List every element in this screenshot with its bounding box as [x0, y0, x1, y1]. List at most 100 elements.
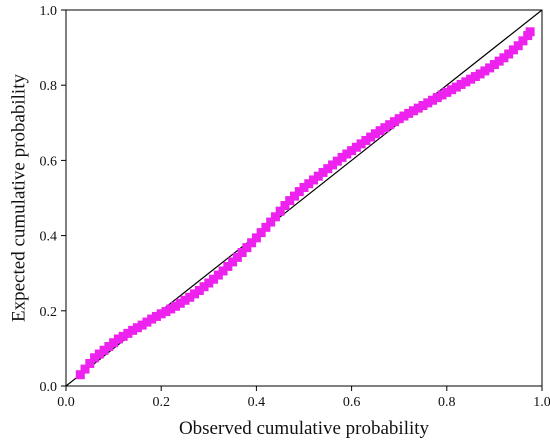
data-point [309, 175, 319, 185]
data-point [447, 85, 457, 95]
y-tick-label: 0.0 [40, 380, 58, 395]
data-point [213, 270, 223, 280]
data-point [394, 114, 404, 124]
data-point [194, 285, 204, 295]
data-point [223, 261, 233, 271]
data-point [175, 298, 185, 308]
data-point [404, 108, 414, 118]
data-point [118, 331, 128, 341]
data-point [99, 345, 109, 355]
data-point [261, 222, 271, 232]
x-tick-label: 0.4 [248, 395, 266, 410]
data-point [90, 353, 100, 363]
data-point [228, 257, 238, 267]
data-point [299, 182, 309, 192]
data-point [256, 228, 266, 238]
data-point [137, 320, 147, 330]
data-point [166, 304, 176, 314]
data-point [361, 135, 371, 145]
data-point [109, 338, 119, 348]
data-point [147, 314, 157, 324]
data-point [104, 342, 114, 352]
data-point [113, 334, 123, 344]
data-point [323, 164, 333, 174]
data-point [313, 171, 323, 181]
data-point [380, 123, 390, 133]
x-axis-ticks: 0.0 0.2 0.4 0.6 0.8 1.0 [57, 386, 550, 410]
x-tick-label: 0.0 [57, 395, 75, 410]
data-point [285, 196, 295, 206]
data-point [437, 90, 447, 100]
data-point [525, 27, 535, 37]
data-point [289, 191, 299, 201]
data-point [237, 248, 247, 258]
data-point [94, 349, 104, 359]
y-axis-ticks: 0.0 0.2 0.4 0.6 0.8 1.0 [40, 4, 66, 395]
data-point [304, 179, 314, 189]
data-point [423, 98, 433, 108]
data-point [247, 238, 257, 248]
x-tick-label: 0.6 [343, 395, 361, 410]
data-point [399, 111, 409, 121]
y-tick-label: 0.8 [40, 79, 58, 94]
x-tick-label: 0.8 [438, 395, 456, 410]
data-point [318, 167, 328, 177]
data-point [347, 146, 357, 156]
data-point [123, 328, 133, 338]
data-point [442, 87, 452, 97]
data-point [513, 41, 523, 51]
data-point [161, 307, 171, 317]
data-point [218, 266, 228, 276]
data-point [475, 69, 485, 79]
data-point [366, 132, 376, 142]
data-point [356, 139, 366, 149]
data-point [418, 101, 428, 111]
data-point [180, 295, 190, 305]
data-point [232, 252, 242, 262]
data-point [342, 149, 352, 159]
data-point [489, 60, 499, 70]
data-point [518, 36, 528, 46]
x-tick-label: 1.0 [533, 395, 550, 410]
data-point [332, 156, 342, 166]
data-point [328, 160, 338, 170]
data-point [190, 289, 200, 299]
data-point [408, 106, 418, 116]
data-point [432, 93, 442, 103]
data-point [480, 66, 490, 76]
data-point [428, 95, 438, 105]
y-tick-label: 0.6 [40, 154, 58, 169]
data-point [266, 217, 276, 227]
data-point [156, 309, 166, 319]
data-point [170, 301, 180, 311]
data-point [75, 370, 85, 380]
data-points [75, 27, 535, 380]
data-point [275, 206, 285, 216]
y-tick-label: 0.4 [40, 230, 58, 245]
x-tick-label: 0.2 [152, 395, 170, 410]
data-point [270, 212, 280, 222]
y-axis-label: Expected cumulative probability [8, 74, 29, 322]
data-point [132, 323, 142, 333]
data-point [375, 126, 385, 136]
data-point [142, 317, 152, 327]
data-point [385, 120, 395, 130]
data-point [199, 282, 209, 292]
data-point [470, 72, 480, 82]
data-point [451, 82, 461, 92]
data-point [351, 142, 361, 152]
x-axis-label: Observed cumulative probability [179, 418, 430, 439]
data-point [209, 274, 219, 284]
data-point [151, 311, 161, 321]
data-point [370, 129, 380, 139]
data-point [204, 278, 214, 288]
data-point [508, 45, 518, 55]
data-point [294, 187, 304, 197]
data-point [85, 358, 95, 368]
data-point [185, 292, 195, 302]
data-point [337, 152, 347, 162]
data-point [389, 117, 399, 127]
data-point [251, 233, 261, 243]
y-tick-label: 1.0 [40, 4, 58, 19]
